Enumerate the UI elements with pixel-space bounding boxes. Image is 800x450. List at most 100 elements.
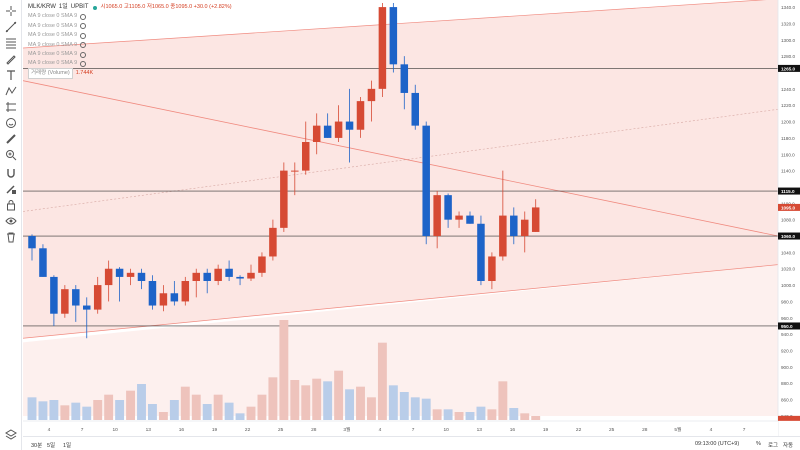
candle-body[interactable] [214,268,222,281]
trendline-icon[interactable] [3,20,19,34]
interval-label[interactable]: 1일 [58,4,68,10]
auto-toggle[interactable]: 자동 [783,443,794,449]
candle-body[interactable] [302,142,310,171]
time-tick-label: 4 [48,427,51,433]
volume-bar [93,400,103,420]
volume-bar [246,406,256,420]
candle-body[interactable] [356,101,365,130]
candle-body[interactable] [258,256,266,273]
eye-icon[interactable] [80,14,87,21]
ruler-icon[interactable] [3,132,19,146]
candle-body[interactable] [104,268,113,286]
candle-body[interactable] [115,268,124,277]
volume-bar [410,397,420,420]
price-marker-label: 950.0 [781,324,793,329]
time-tick-label: 7 [81,427,84,433]
candle-body[interactable] [455,215,463,220]
candle-body[interactable] [203,272,211,281]
candle-body[interactable] [50,276,58,314]
volume-legend-row[interactable]: 거래량 (Volume) 1.744K [28,67,232,80]
candle-body[interactable] [28,236,36,249]
candle-body[interactable] [488,256,496,281]
candle-body[interactable] [280,170,288,228]
candle-body[interactable] [61,289,69,314]
eye-icon[interactable] [80,61,87,68]
ma-row[interactable]: MA 9 close 0 SMA 9 [28,50,232,59]
lock-drawing-icon[interactable] [3,182,19,196]
candle-body[interactable] [236,276,244,279]
price-chart[interactable]: 1340.0 1320.0 1300.0 1280.0 1240.0 1220.0 1200… [23,0,800,436]
candle-body[interactable] [291,170,299,172]
ma-row[interactable]: MA 9 close 0 SMA 9 [28,59,232,68]
eye-icon[interactable] [80,42,87,49]
text-icon[interactable] [3,68,19,82]
candle-body[interactable] [126,272,135,277]
candle-body[interactable] [345,121,354,130]
candle-body[interactable] [312,125,321,142]
fib-icon[interactable] [3,36,19,50]
chart-legend: MLK/KRW 1일 UPBIT 시1065.0 고1105.0 저1065.0… [28,3,232,80]
price-marker-label: 1265.0 [781,66,795,71]
ma-row[interactable]: MA 9 close 0 SMA 9 [28,12,232,21]
eye-icon[interactable] [3,214,19,228]
candle-body[interactable] [159,293,168,306]
brush-icon[interactable] [3,52,19,66]
eye-icon[interactable] [80,23,87,30]
ma-row[interactable]: MA 9 close 0 SMA 9 [28,41,232,50]
candle-body[interactable] [466,215,474,224]
eye-icon[interactable] [80,32,87,39]
bottom-bar: 30분 5일 1일 09:13:00 (UTC+9) % 로그 자동 [23,436,800,450]
range-5d-button[interactable]: 5일 [47,443,56,449]
candle-body[interactable] [148,281,157,306]
candle-body[interactable] [411,92,420,126]
candle-body[interactable] [510,215,518,237]
candle-body[interactable] [367,88,376,102]
candle-body[interactable] [247,272,255,279]
candle-body[interactable] [521,219,529,237]
emoji-icon[interactable] [3,116,19,130]
percent-toggle[interactable]: % [756,441,761,447]
candle-body[interactable] [137,272,146,281]
candle-body[interactable] [389,7,398,65]
range-1d-button[interactable]: 1일 [63,443,72,449]
pattern-icon[interactable] [3,84,19,98]
candle-body[interactable] [181,281,190,302]
time-tick-label: 19 [212,427,218,433]
candle-body[interactable] [433,195,441,237]
range-30m-button[interactable]: 30분 [31,443,43,449]
candle-body[interactable] [72,289,80,306]
price-tick-label: 1300.0 [781,38,795,43]
candle-body[interactable] [400,64,409,93]
time-axis[interactable] [23,421,778,436]
crosshair-icon[interactable] [3,4,19,18]
candle-body[interactable] [334,121,343,138]
candle-body[interactable] [444,195,452,220]
candle-body[interactable] [93,285,102,310]
candle-body[interactable] [39,248,47,277]
candle-body[interactable] [422,125,430,237]
price-marker-label: 1115.0 [781,189,795,194]
layers-icon[interactable] [3,428,19,442]
candle-body[interactable] [192,272,201,281]
trash-icon[interactable] [3,230,19,244]
candle-body[interactable] [378,7,387,89]
forecast-icon[interactable] [3,100,19,114]
symbol-name[interactable]: MLK/KRW [28,4,56,10]
zoom-icon[interactable] [3,148,19,162]
candle-body[interactable] [477,223,485,281]
candle-body[interactable] [225,268,233,277]
eye-icon[interactable] [80,51,87,58]
ma-row[interactable]: MA 9 close 0 SMA 9 [28,31,232,40]
log-toggle[interactable]: 로그 [768,443,779,449]
magnet-icon[interactable] [3,166,19,180]
candle-body[interactable] [269,227,277,257]
candle-body[interactable] [499,215,507,257]
ma-label: MA 9 close 0 SMA 9 [28,13,78,20]
lock-icon[interactable] [3,198,19,212]
candle-body[interactable] [323,125,332,138]
candle-body[interactable] [170,293,179,302]
ma-row[interactable]: MA 9 close 0 SMA 9 [28,22,232,31]
candle-body[interactable] [83,305,91,310]
candle-body[interactable] [531,207,540,232]
